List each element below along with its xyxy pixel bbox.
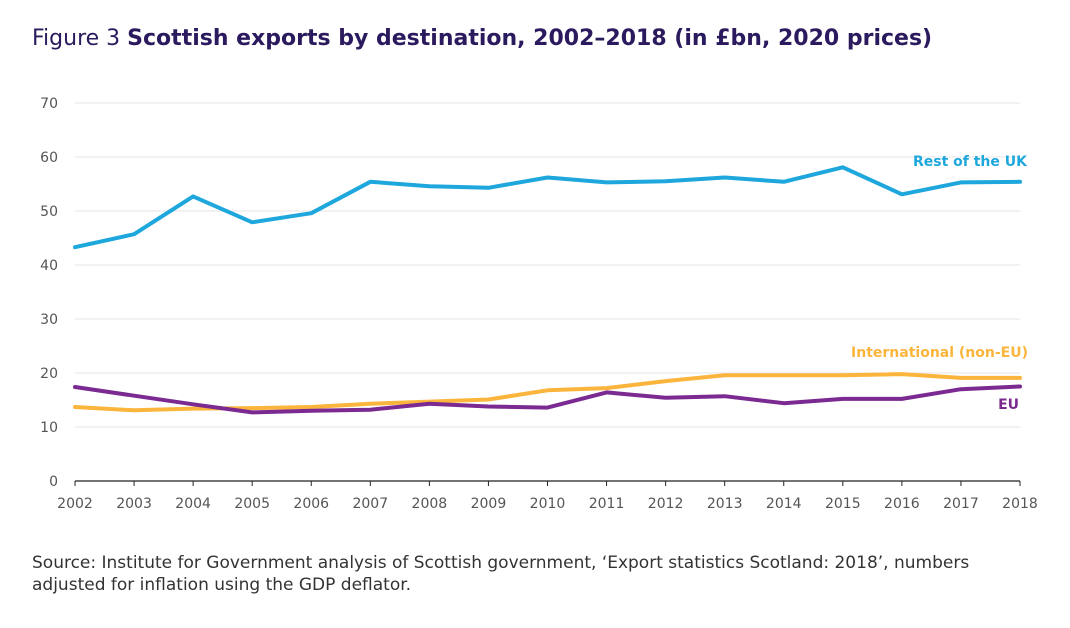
y-tick-label: 30 xyxy=(40,312,58,328)
x-tick-label: 2008 xyxy=(412,496,448,512)
y-tick-label: 50 xyxy=(40,204,58,220)
series-labels: Rest of the UK International (non-EU) EU xyxy=(851,154,1028,413)
x-tick-label: 2018 xyxy=(1002,496,1038,512)
y-tick-label: 0 xyxy=(49,474,58,490)
x-tick-label: 2010 xyxy=(530,496,566,512)
x-axis-ticks: 2002 2003 2004 2005 2006 2007 2008 2009 2010 2011… xyxy=(57,481,1038,512)
x-tick-label: 2007 xyxy=(352,496,388,512)
x-tick-label: 2012 xyxy=(648,496,684,512)
x-tick-label: 2003 xyxy=(116,496,152,512)
y-axis-ticks: 0 10 20 30 40 50 60 70 xyxy=(40,96,58,490)
x-tick-label: 2014 xyxy=(766,496,802,512)
chart-title: Figure 3 Scottish exports by destination… xyxy=(32,26,932,51)
x-tick-label: 2013 xyxy=(707,496,743,512)
figure-number: Figure 3 xyxy=(32,26,121,51)
x-tick-label: 2015 xyxy=(825,496,861,512)
x-tick-label: 2002 xyxy=(57,496,93,512)
grid-lines xyxy=(75,102,1020,482)
series-label-0: Rest of the UK xyxy=(913,154,1028,170)
series-label-2: EU xyxy=(998,397,1019,413)
y-tick-label: 40 xyxy=(40,258,58,274)
series-line-2 xyxy=(73,384,1022,415)
line-chart: 0 10 20 30 40 50 60 70 2002 2003 2004 2005 2006 2007… xyxy=(40,96,1038,512)
y-tick-label: 60 xyxy=(40,150,58,166)
y-tick-label: 70 xyxy=(40,96,58,112)
x-tick-label: 2009 xyxy=(471,496,507,512)
x-tick-label: 2017 xyxy=(943,496,979,512)
x-tick-label: 2006 xyxy=(293,496,329,512)
x-tick-label: 2016 xyxy=(884,496,920,512)
x-tick-label: 2011 xyxy=(589,496,625,512)
series-line-0 xyxy=(73,165,1022,250)
series-lines xyxy=(73,165,1022,415)
series-label-1: International (non-EU) xyxy=(851,345,1028,361)
y-tick-label: 10 xyxy=(40,420,58,436)
source-note: Source: Institute for Government analysi… xyxy=(32,553,970,595)
series-line-1 xyxy=(73,372,1022,413)
x-tick-label: 2004 xyxy=(175,496,211,512)
figure-title: Scottish exports by destination, 2002–20… xyxy=(127,26,933,51)
y-tick-label: 20 xyxy=(40,366,58,382)
x-tick-label: 2005 xyxy=(234,496,270,512)
